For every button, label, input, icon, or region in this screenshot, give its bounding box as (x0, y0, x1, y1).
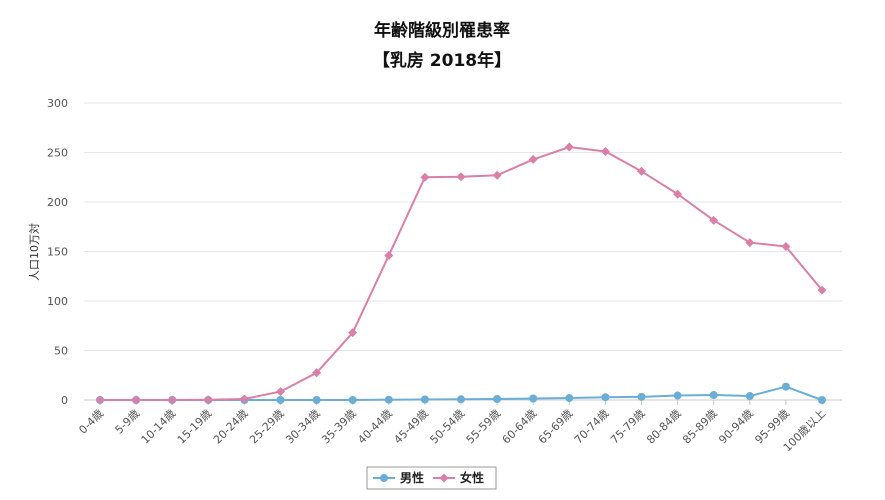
x-tick-label: 35-39歳 (319, 407, 359, 447)
data-point[interactable] (781, 382, 790, 391)
x-tick-label: 25-29歳 (247, 407, 287, 447)
data-point[interactable] (673, 391, 682, 400)
legend-marker (380, 474, 388, 482)
x-tick-label: 10-14歳 (139, 407, 179, 447)
y-tick-label: 50 (54, 345, 68, 358)
data-point[interactable] (167, 395, 177, 405)
x-tick-label: 20-24歳 (211, 407, 251, 447)
series-line (100, 146, 823, 401)
data-point[interactable] (745, 392, 754, 401)
data-point[interactable] (637, 166, 646, 176)
series-female (95, 142, 827, 405)
x-tick-label: 65-69歳 (536, 407, 576, 447)
data-point[interactable] (276, 387, 285, 397)
data-point[interactable] (276, 396, 285, 404)
data-point[interactable] (493, 395, 502, 404)
data-point[interactable] (312, 368, 322, 378)
data-point[interactable] (781, 242, 791, 252)
data-point[interactable] (348, 328, 358, 338)
chart-title: 年齢階級別罹患率 (374, 20, 510, 41)
x-tick-label: 60-64歳 (500, 407, 540, 447)
data-point[interactable] (600, 147, 610, 157)
data-point[interactable] (492, 170, 502, 180)
y-tick-label: 150 (47, 246, 68, 259)
y-tick-label: 0 (61, 394, 68, 407)
x-tick-label: 5-9歳 (113, 407, 143, 437)
data-point[interactable] (565, 394, 574, 403)
y-tick-label: 300 (47, 97, 68, 110)
legend-item-male[interactable]: 男性 (373, 470, 424, 485)
x-tick-label: 15-19歳 (175, 407, 215, 447)
x-tick-label: 50-54歳 (428, 407, 468, 447)
legend-label: 女性 (460, 470, 484, 485)
data-point[interactable] (529, 394, 538, 403)
legend-label: 男性 (400, 470, 424, 485)
y-axis-label: 人口10万対 (27, 223, 41, 281)
legend[interactable]: 男性 女性 (366, 466, 497, 490)
x-tick-label: 55-59歳 (464, 407, 504, 447)
series-layer (95, 142, 827, 405)
data-point[interactable] (348, 396, 357, 404)
x-tick-label: 0-4歳 (76, 407, 106, 437)
x-tick-label: 80-84歳 (644, 407, 684, 447)
y-tick-label: 100 (47, 295, 68, 308)
x-tick-label: 90-94歳 (716, 407, 756, 447)
data-point[interactable] (601, 393, 610, 402)
x-tick-label: 85-89歳 (680, 407, 720, 447)
data-point[interactable] (709, 391, 718, 400)
data-point[interactable] (817, 285, 827, 295)
legend-box (366, 466, 497, 490)
data-point[interactable] (203, 395, 213, 405)
data-point[interactable] (745, 238, 755, 248)
data-point[interactable] (637, 392, 646, 401)
x-tick-label: 45-49歳 (391, 407, 431, 447)
data-point[interactable] (95, 395, 105, 405)
legend-marker (439, 473, 449, 483)
data-point[interactable] (312, 396, 321, 404)
data-point[interactable] (456, 172, 466, 182)
data-point[interactable] (457, 395, 465, 404)
data-point[interactable] (239, 394, 249, 404)
x-tick-label: 70-74歳 (572, 407, 612, 447)
data-point[interactable] (384, 250, 394, 260)
x-tick-label: 40-44歳 (355, 407, 395, 447)
x-tick-label: 75-79歳 (608, 407, 648, 447)
data-point[interactable] (420, 172, 430, 182)
data-point[interactable] (131, 395, 141, 405)
data-point[interactable] (818, 396, 826, 404)
data-point[interactable] (564, 142, 574, 152)
y-tick-label: 250 (47, 147, 68, 160)
data-point[interactable] (528, 154, 538, 164)
grid-layer (84, 102, 842, 401)
data-point[interactable] (709, 215, 719, 225)
data-point[interactable] (673, 189, 683, 199)
x-tick-label: 30-34歳 (283, 407, 323, 447)
y-tick-label: 200 (47, 196, 68, 209)
legend-item-female[interactable]: 女性 (433, 470, 484, 485)
data-point[interactable] (420, 395, 429, 404)
chart-subtitle: 【乳房 2018年】 (373, 50, 511, 71)
data-point[interactable] (384, 395, 393, 404)
